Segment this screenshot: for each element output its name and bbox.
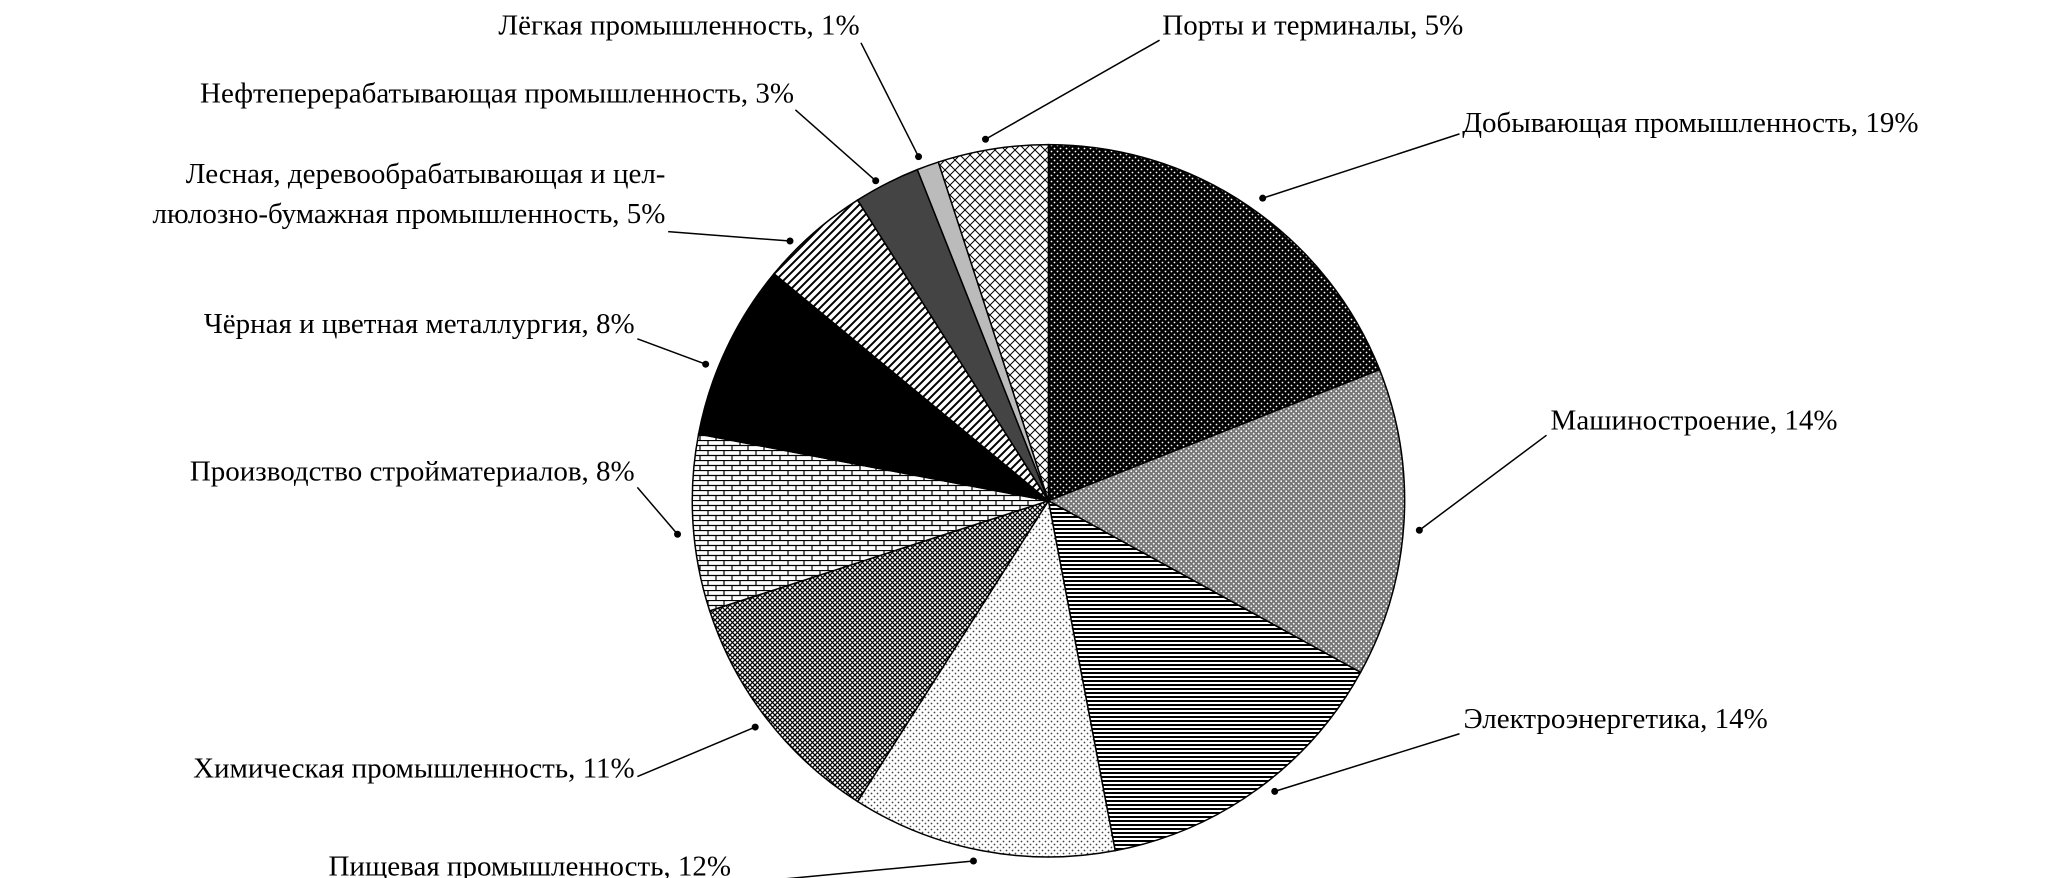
leader-dot — [1415, 526, 1423, 534]
slice-label: Производство стройматериалов, 8% — [190, 455, 635, 487]
label-line: Лесная, деревообрабатывающая и цел- — [186, 158, 666, 190]
leader-line — [636, 486, 679, 535]
leader-dot — [1259, 194, 1267, 202]
pie-slice — [691, 433, 1049, 612]
leader-dot — [702, 360, 710, 368]
leader-line — [860, 42, 920, 158]
leader-line — [637, 726, 756, 778]
leader-line — [985, 39, 1160, 140]
leader-line — [668, 230, 791, 242]
slice-label: Электроэнергетика, 14% — [1464, 703, 1768, 735]
leader-dot — [969, 857, 977, 865]
leader-dot — [751, 723, 759, 731]
slice-label: Машиностроение, 14% — [1551, 404, 1838, 436]
label-line: люлозно-бумажная промышленность, 5% — [152, 198, 665, 230]
slice-label: Нефтеперерабатывающая промышленность, 3% — [200, 78, 794, 110]
leader-dot — [872, 177, 880, 185]
slice-label: Лёгкая промышленность, 1% — [498, 9, 859, 41]
slice-label: Добывающая промышленность, 19% — [1462, 107, 1918, 139]
leader-dot — [1271, 787, 1279, 795]
slice-label: Лесная, деревообрабатывающая и цел-люлоз… — [152, 158, 665, 230]
slice-label: Чёрная и цветная металлургия, 8% — [204, 308, 635, 340]
leader-dot — [674, 530, 682, 538]
leader-line — [1418, 434, 1547, 531]
leader-dot — [786, 237, 794, 245]
pie-slice — [1047, 143, 1381, 502]
pie-slice — [856, 498, 1117, 858]
leader-dot — [982, 135, 990, 143]
slice-label: Пищевая промышленность, 12% — [328, 850, 731, 878]
leader-line — [786, 860, 974, 878]
pie-slice — [937, 143, 1050, 502]
pie-slice — [1047, 499, 1362, 852]
pie-slice — [697, 272, 1049, 502]
pie-slice — [1046, 368, 1406, 674]
leader-line — [1274, 733, 1460, 793]
slice-label: Порты и терминалы, 5% — [1162, 9, 1463, 41]
pie-slice — [708, 499, 1051, 803]
slice-label: Химическая промышленность, 11% — [193, 753, 635, 785]
leader-line — [1262, 133, 1460, 199]
leader-dot — [915, 153, 923, 161]
leader-line — [637, 338, 706, 365]
leader-line — [794, 109, 877, 182]
